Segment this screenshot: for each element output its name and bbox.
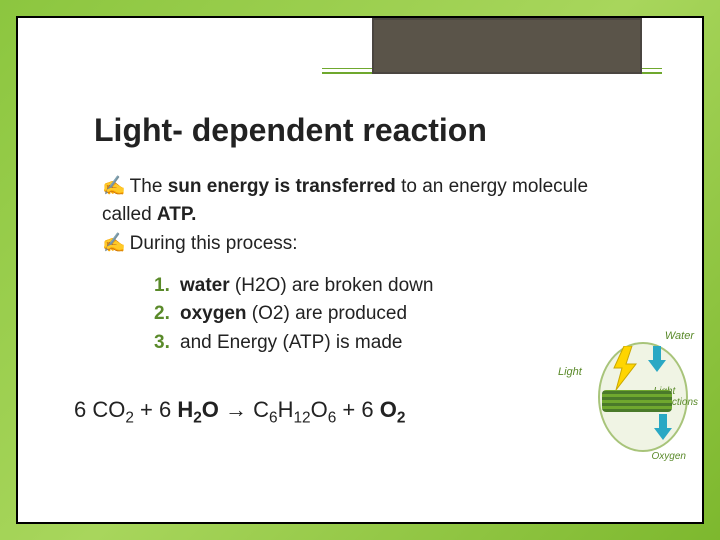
bullet-text: During this process: bbox=[130, 233, 298, 254]
lightning-bolt-icon bbox=[610, 346, 640, 390]
diagram-label-light: Light bbox=[558, 366, 582, 378]
list-number: 2. bbox=[154, 300, 180, 329]
arrow-down-icon bbox=[648, 346, 666, 372]
decorative-header-block bbox=[372, 18, 642, 74]
chemical-equation: 6 CO2 + 6 H2O → C6H12O6 + 6 O2 bbox=[74, 397, 636, 427]
slide-frame: Light- dependent reaction ✍The sun energ… bbox=[16, 16, 704, 524]
bullet-icon: ✍ bbox=[102, 233, 126, 254]
thylakoid-stack bbox=[602, 390, 672, 412]
list-number: 3. bbox=[154, 329, 180, 358]
diagram-label-water: Water bbox=[665, 330, 694, 342]
bullet-item: ✍The sun energy is transferred to an ene… bbox=[102, 173, 636, 228]
list-item: 1.water (H2O) are broken down bbox=[154, 272, 636, 301]
bullet-text: The sun energy is transferred to an ener… bbox=[102, 176, 588, 225]
bullet-item: ✍During this process: bbox=[102, 230, 636, 258]
bullet-icon: ✍ bbox=[102, 176, 126, 197]
arrow-down-icon bbox=[654, 414, 672, 440]
light-reaction-diagram: Light Water Light Reactions Oxygen bbox=[558, 302, 698, 462]
list-number: 1. bbox=[154, 272, 180, 301]
bullet-list: ✍The sun energy is transferred to an ene… bbox=[102, 173, 636, 258]
diagram-label-oxygen: Oxygen bbox=[652, 451, 686, 462]
slide-title: Light- dependent reaction bbox=[94, 112, 636, 149]
